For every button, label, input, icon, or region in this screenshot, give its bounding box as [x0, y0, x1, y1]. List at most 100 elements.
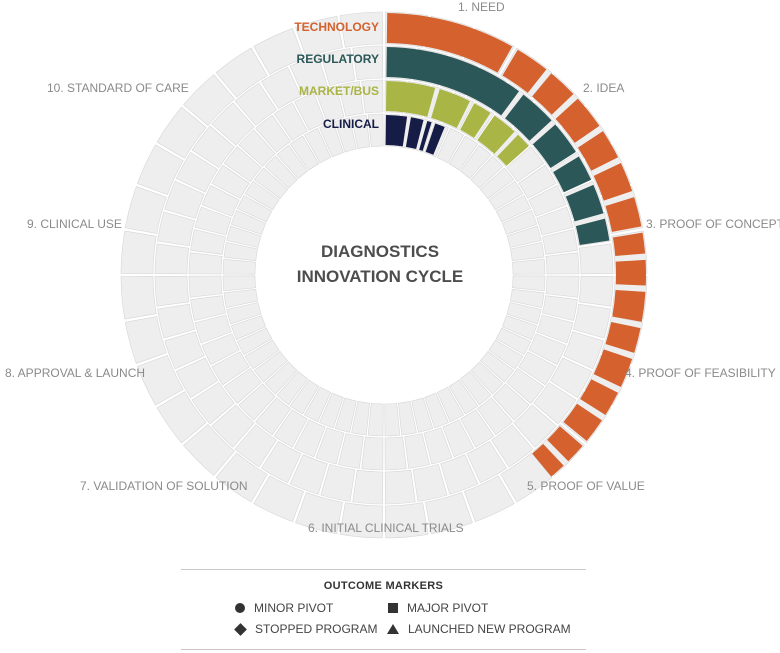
ring-segment-regulatory [572, 303, 611, 339]
ring-segment-market-bus [361, 79, 384, 114]
legend-top-rule [181, 569, 586, 570]
ring-segment-clinical [397, 400, 417, 436]
ring-segment-clinical [448, 135, 479, 171]
ring-segment-technology [339, 11, 383, 48]
ring-segment-clinical [495, 327, 532, 356]
ring-segment-market-bus [492, 383, 530, 421]
ring-segment-market-bus [528, 185, 567, 217]
ring-segment-market-bus [442, 419, 474, 458]
circle-icon [235, 603, 245, 613]
diamond-icon [234, 622, 247, 636]
progress-segment-technology [547, 426, 583, 462]
track-label-technology: TECHNOLOGY [294, 20, 379, 34]
ring-segment-clinical [512, 275, 546, 292]
legend-label-major-pivot: MAJOR PIVOT [407, 601, 489, 615]
ring-segment-clinical [244, 339, 280, 370]
ring-segment-clinical [334, 117, 357, 153]
legend-bottom-rule [181, 649, 586, 650]
legend-item-major-pivot: MAJOR PIVOT [388, 601, 488, 615]
progress-segment-technology [612, 289, 646, 322]
ring-segment-regulatory [164, 331, 205, 370]
ring-segment-regulatory [157, 211, 196, 247]
ring-segment-market-bus [294, 92, 326, 131]
progress-segment-technology [502, 49, 547, 93]
ring-segment-clinical [495, 194, 532, 223]
ring-segment-technology [500, 452, 553, 503]
ring-segment-market-bus [518, 351, 557, 386]
progress-segment-regulatory [575, 218, 610, 246]
ring-segment-technology [120, 230, 157, 274]
ring-segment-clinical [506, 302, 542, 325]
ring-segment-market-bus [223, 146, 262, 183]
ring-segment-technology [215, 47, 268, 98]
progress-segment-technology [577, 131, 619, 171]
progress-segment-technology [593, 163, 633, 201]
ring-segment-clinical [253, 351, 289, 383]
ring-segment-clinical [303, 386, 332, 423]
progress-segment-regulatory [553, 156, 592, 193]
ring-segment-market-bus [255, 114, 292, 153]
legend-item-stopped-program: STOPPED PROGRAM [234, 622, 378, 636]
ring-segment-clinical [244, 180, 280, 211]
ring-segment-clinical [236, 327, 273, 356]
ring-segment-clinical [501, 315, 538, 340]
ring-segment-clinical [506, 225, 542, 248]
ring-segment-regulatory [191, 382, 235, 425]
stage-label-validation-of-solution: 7. VALIDATION OF SOLUTION [80, 479, 248, 493]
ring-segment-technology [156, 106, 207, 159]
ring-segment-regulatory [352, 469, 384, 505]
ring-segment-clinical [264, 361, 298, 395]
ring-segment-clinical [436, 127, 465, 164]
track-label-clinical: CLINICAL [323, 117, 379, 131]
progress-segment-clinical [405, 117, 424, 150]
progress-segment-regulatory [505, 94, 552, 141]
legend-label-launched-new-program: LAUNCHED NEW PROGRAM [408, 622, 571, 636]
legend-title: OUTCOME MARKERS [323, 580, 444, 592]
progress-segment-regulatory [532, 124, 576, 169]
progress-segment-technology [386, 13, 513, 73]
progress-segment-technology [532, 73, 574, 115]
legend-item-launched-new-program: LAUNCHED NEW PROGRAM [387, 622, 571, 636]
ring-segment-regulatory [234, 82, 277, 126]
progress-segment-clinical [425, 123, 445, 155]
ring-segment-clinical [488, 180, 524, 211]
ring-segment-regulatory [466, 440, 508, 484]
ring-segment-market-bus [211, 164, 250, 199]
ring-segment-technology [339, 502, 383, 539]
ring-segment-clinical [351, 114, 371, 150]
ring-segment-market-bus [518, 164, 557, 199]
progress-segment-technology [563, 403, 602, 441]
ring-segment-market-bus [506, 146, 545, 183]
ring-segment-regulatory [513, 404, 557, 448]
ring-segment-market-bus [211, 351, 250, 386]
stage-label-initial-clinical-trials: 6. INITIAL CLINICAL TRIALS [308, 521, 464, 535]
ring-segment-technology [156, 391, 207, 444]
ring-segment-technology [385, 502, 429, 539]
progress-segment-market-bus [431, 89, 470, 128]
ring-segments [120, 11, 648, 539]
ring-segment-clinical [479, 351, 515, 383]
track-label-market-bus: MARKET/BUS [299, 84, 379, 98]
ring-segment-regulatory [320, 48, 356, 87]
ring-segment-clinical [276, 370, 308, 406]
ring-segment-regulatory [491, 424, 534, 468]
ring-segment-clinical [424, 392, 449, 429]
ring-segment-market-bus [201, 333, 240, 365]
ring-segment-regulatory [563, 331, 604, 370]
ring-segment-market-bus [273, 102, 308, 141]
progress-segment-clinical [385, 115, 408, 147]
ring-segment-clinical [226, 302, 262, 325]
ring-segment-regulatory [191, 125, 235, 168]
ring-segment-technology [215, 452, 268, 503]
progress-segment-market-bus [460, 103, 491, 138]
stage-label-proof-of-concept: 3. PROOF OF CONCEPT [646, 217, 780, 231]
center-title-line-1: DIAGNOSTICS [321, 242, 439, 261]
ring-segment-regulatory [578, 275, 614, 307]
ring-segment-market-bus [255, 397, 292, 436]
ring-segment-clinical [436, 386, 465, 423]
progress-segment-technology [605, 322, 641, 353]
ring-segment-regulatory [352, 45, 384, 81]
legend-label-stopped-program: STOPPED PROGRAM [255, 622, 378, 636]
ring-segment-market-bus [338, 81, 364, 117]
